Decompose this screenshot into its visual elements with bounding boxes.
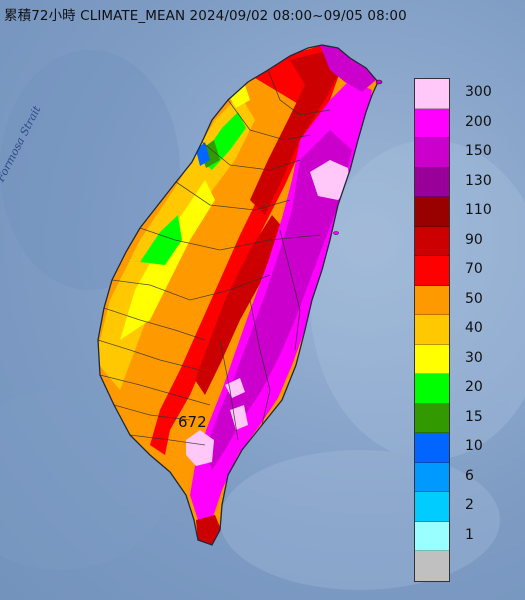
legend-swatch	[415, 167, 449, 197]
legend-label: 10	[465, 438, 483, 454]
map-title: 累積72小時 CLIMATE_MEAN 2024/09/02 08:00~09/…	[4, 8, 407, 24]
legend-label: 6	[465, 467, 474, 484]
legend-label: 1	[465, 526, 474, 543]
county-boundaries	[97, 69, 331, 446]
legend-swatch	[415, 138, 449, 168]
legend-swatch	[415, 197, 449, 227]
legend-swatch	[415, 285, 449, 315]
legend-swatch	[415, 226, 449, 256]
legend-label: 2	[465, 497, 474, 513]
legend-swatch	[415, 256, 449, 286]
legend-swatch	[415, 462, 449, 492]
legend-label: 90	[465, 231, 483, 248]
legend-swatch	[415, 108, 449, 138]
legend-label: 130	[465, 172, 492, 189]
color-legend	[414, 78, 450, 582]
legend-label: 30	[465, 349, 483, 366]
legend-swatch	[415, 344, 449, 374]
legend-swatch	[415, 374, 449, 404]
ocean-shading	[0, 50, 525, 590]
legend-label: 15	[465, 408, 483, 425]
legend-label: 150	[465, 143, 492, 159]
legend-label: 110	[465, 202, 492, 218]
max-value-label: 672	[178, 413, 207, 431]
islet-marker	[375, 79, 383, 85]
legend-swatch	[415, 521, 449, 551]
legend-swatch	[415, 551, 449, 581]
legend-label: 50	[465, 290, 483, 307]
legend-swatch	[415, 79, 449, 109]
legend-label: 300	[465, 84, 492, 100]
legend-label: 20	[465, 379, 483, 395]
legend-swatch	[415, 403, 449, 433]
legend-label: 200	[465, 113, 492, 130]
islet-marker	[333, 231, 339, 235]
legend-swatch	[415, 315, 449, 345]
legend-swatch	[415, 492, 449, 522]
legend-label: 70	[465, 261, 483, 277]
legend-label: 40	[465, 320, 483, 336]
legend-swatch	[415, 433, 449, 463]
